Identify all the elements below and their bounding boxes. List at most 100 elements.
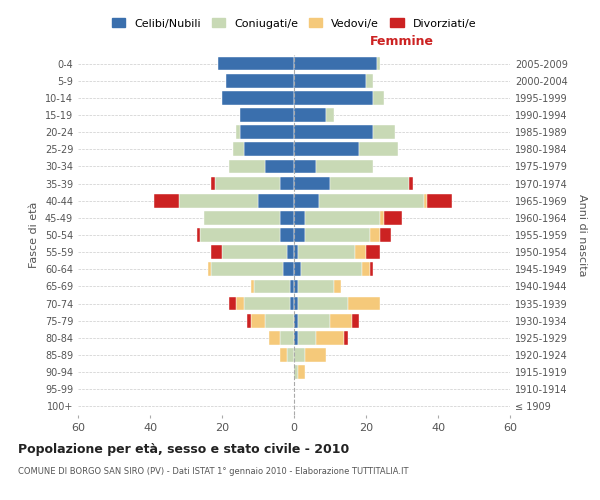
Bar — [298, 331, 316, 344]
Bar — [377, 56, 380, 70]
Bar — [294, 246, 298, 259]
Bar — [359, 142, 398, 156]
Bar — [330, 314, 352, 328]
Bar — [179, 194, 258, 207]
Text: Femmine: Femmine — [370, 35, 434, 48]
Bar — [294, 194, 319, 207]
Bar — [154, 194, 179, 207]
Bar — [294, 126, 373, 139]
Bar — [269, 331, 280, 344]
Bar — [204, 211, 280, 224]
Bar — [200, 228, 280, 242]
Bar — [294, 211, 305, 224]
Bar — [427, 194, 452, 207]
Bar — [222, 91, 294, 104]
Bar — [240, 126, 294, 139]
Bar — [280, 176, 294, 190]
Bar — [352, 314, 359, 328]
Bar — [211, 176, 215, 190]
Legend: Celibi/Nubili, Coniugati/e, Vedovi/e, Divorziati/e: Celibi/Nubili, Coniugati/e, Vedovi/e, Di… — [107, 14, 481, 33]
Bar — [258, 194, 294, 207]
Bar — [344, 331, 348, 344]
Bar — [294, 296, 298, 310]
Bar — [305, 228, 370, 242]
Bar — [294, 331, 298, 344]
Bar — [334, 280, 341, 293]
Bar — [298, 366, 305, 379]
Bar — [370, 262, 373, 276]
Bar — [215, 176, 280, 190]
Bar — [294, 56, 377, 70]
Bar — [265, 314, 294, 328]
Bar — [294, 348, 305, 362]
Bar — [244, 296, 290, 310]
Y-axis label: Fasce di età: Fasce di età — [29, 202, 39, 268]
Bar — [236, 126, 240, 139]
Bar — [247, 314, 251, 328]
Bar — [229, 296, 236, 310]
Bar — [301, 262, 362, 276]
Bar — [355, 246, 366, 259]
Bar — [226, 74, 294, 88]
Bar — [294, 160, 316, 173]
Bar — [294, 262, 301, 276]
Bar — [294, 176, 330, 190]
Text: Popolazione per età, sesso e stato civile - 2010: Popolazione per età, sesso e stato civil… — [18, 442, 349, 456]
Bar — [251, 280, 254, 293]
Bar — [294, 314, 298, 328]
Bar — [316, 160, 373, 173]
Bar — [294, 108, 326, 122]
Bar — [348, 296, 380, 310]
Bar — [373, 126, 395, 139]
Bar — [236, 296, 244, 310]
Bar — [280, 331, 294, 344]
Bar — [409, 176, 413, 190]
Bar — [373, 91, 384, 104]
Bar — [265, 160, 294, 173]
Bar — [424, 194, 427, 207]
Bar — [298, 246, 355, 259]
Bar — [294, 74, 366, 88]
Bar — [294, 228, 305, 242]
Bar — [208, 262, 211, 276]
Bar — [290, 296, 294, 310]
Bar — [211, 262, 283, 276]
Bar — [294, 91, 373, 104]
Bar — [384, 211, 402, 224]
Bar — [366, 246, 380, 259]
Bar — [362, 262, 370, 276]
Bar — [305, 211, 380, 224]
Bar — [280, 228, 294, 242]
Bar — [222, 246, 287, 259]
Bar — [294, 366, 298, 379]
Bar — [290, 280, 294, 293]
Bar — [330, 176, 409, 190]
Bar — [294, 142, 359, 156]
Bar — [254, 280, 290, 293]
Bar — [298, 314, 330, 328]
Bar — [283, 262, 294, 276]
Bar — [280, 348, 287, 362]
Bar — [319, 194, 424, 207]
Bar — [244, 142, 294, 156]
Bar — [218, 56, 294, 70]
Bar — [233, 142, 244, 156]
Bar — [294, 280, 298, 293]
Bar — [366, 74, 373, 88]
Bar — [298, 280, 334, 293]
Bar — [280, 211, 294, 224]
Bar — [287, 348, 294, 362]
Bar — [380, 211, 384, 224]
Bar — [316, 331, 344, 344]
Bar — [380, 228, 391, 242]
Bar — [240, 108, 294, 122]
Bar — [326, 108, 334, 122]
Bar — [197, 228, 200, 242]
Bar — [287, 246, 294, 259]
Text: COMUNE DI BORGO SAN SIRO (PV) - Dati ISTAT 1° gennaio 2010 - Elaborazione TUTTIT: COMUNE DI BORGO SAN SIRO (PV) - Dati IST… — [18, 468, 409, 476]
Y-axis label: Anni di nascita: Anni di nascita — [577, 194, 587, 276]
Bar — [370, 228, 380, 242]
Bar — [229, 160, 265, 173]
Bar — [211, 246, 222, 259]
Bar — [298, 296, 348, 310]
